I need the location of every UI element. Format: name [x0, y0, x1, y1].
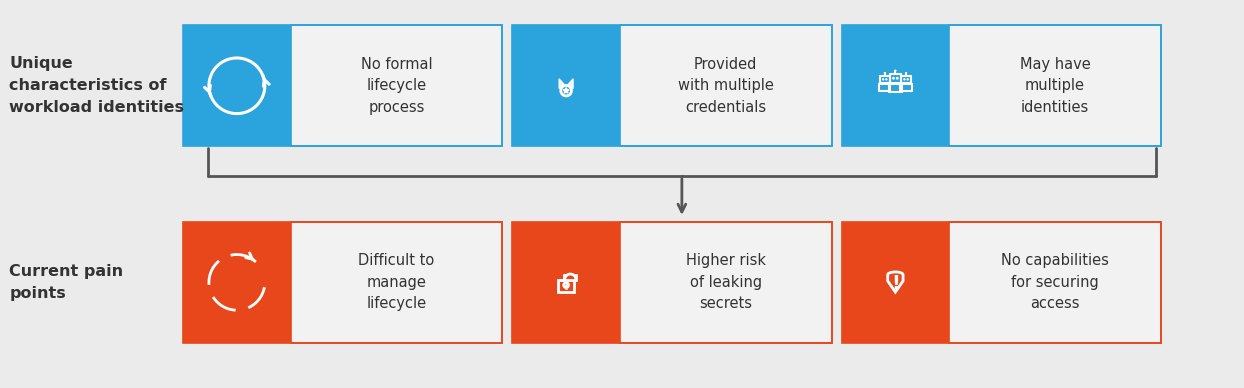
Bar — [841, 222, 1161, 343]
Bar — [880, 76, 889, 83]
Bar — [183, 25, 503, 146]
Bar — [513, 25, 831, 146]
Bar — [291, 25, 503, 146]
Circle shape — [903, 78, 906, 81]
Text: Current pain
points: Current pain points — [10, 264, 123, 301]
Bar — [620, 25, 831, 146]
Polygon shape — [559, 79, 564, 88]
Bar — [183, 222, 503, 343]
Text: Provided
with multiple
credentials: Provided with multiple credentials — [678, 57, 774, 115]
Bar — [901, 84, 912, 92]
Bar — [183, 25, 503, 146]
Bar — [559, 280, 573, 292]
Text: Higher risk
of leaking
secrets: Higher risk of leaking secrets — [685, 253, 766, 312]
Text: May have
multiple
identities: May have multiple identities — [1020, 57, 1091, 115]
Bar — [620, 222, 831, 343]
Circle shape — [892, 77, 894, 80]
Bar — [841, 25, 1161, 146]
Bar — [841, 222, 1161, 343]
Polygon shape — [564, 88, 569, 93]
Bar — [888, 84, 902, 92]
Circle shape — [906, 72, 907, 74]
Circle shape — [907, 78, 909, 81]
Bar — [513, 222, 831, 343]
Bar — [889, 74, 901, 83]
Circle shape — [883, 72, 886, 74]
Bar — [183, 222, 503, 343]
Text: Unique
characteristics of
workload identities: Unique characteristics of workload ident… — [10, 56, 184, 116]
Bar — [513, 25, 831, 146]
Circle shape — [882, 78, 884, 81]
Bar — [513, 222, 831, 343]
Bar — [291, 222, 503, 343]
Text: No formal
lifecycle
process: No formal lifecycle process — [361, 57, 433, 115]
Bar — [949, 25, 1161, 146]
Bar — [901, 76, 911, 83]
Circle shape — [886, 78, 887, 81]
Text: Difficult to
manage
lifecycle: Difficult to manage lifecycle — [358, 253, 434, 312]
Text: No capabilities
for securing
access: No capabilities for securing access — [1001, 253, 1108, 312]
Circle shape — [896, 77, 898, 80]
Bar — [880, 84, 891, 92]
Text: !: ! — [891, 274, 899, 293]
Bar — [949, 222, 1161, 343]
Bar — [841, 25, 1161, 146]
Circle shape — [894, 69, 897, 72]
Polygon shape — [569, 79, 573, 88]
